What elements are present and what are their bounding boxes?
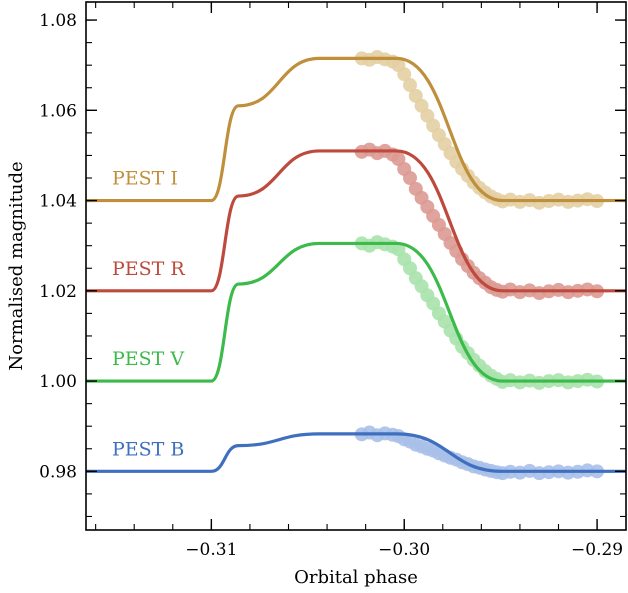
series-label: PEST I: [112, 168, 178, 190]
model-line: [85, 149, 626, 293]
plot-frame: [85, 1, 627, 531]
data-point: [403, 171, 417, 185]
x-tick-label: −0.31: [185, 540, 237, 560]
x-tick-label: −0.30: [378, 540, 430, 560]
y-axis-title: Normalised magnitude: [6, 161, 27, 370]
model-line: [86, 432, 626, 473]
series-label: PEST R: [112, 258, 185, 280]
y-tick-label: 0.98: [39, 462, 77, 482]
ticks-layer: [86, 2, 626, 530]
data-point: [397, 67, 412, 82]
model-line: [86, 241, 627, 383]
y-tick-label: 1.06: [39, 101, 77, 121]
y-tick-label: 1.04: [39, 192, 77, 212]
y-tick-label: 1.08: [39, 11, 77, 31]
marks-layer: [85, 50, 627, 481]
x-axis-title: Orbital phase: [294, 567, 418, 588]
series-3: [85, 142, 626, 301]
y-tick-label: 1.00: [39, 372, 77, 392]
model-line: [86, 56, 626, 203]
data-point: [403, 78, 417, 93]
y-tick-label: 1.02: [39, 282, 77, 302]
series-2: [86, 235, 627, 390]
x-tick-label: −0.29: [571, 540, 623, 560]
series-4: [86, 50, 626, 210]
series-label: PEST B: [112, 438, 184, 460]
series-label: PEST V: [112, 348, 184, 370]
labels-layer: PEST B PEST V PEST R PEST I −0.31 −0.30 −0.29 0…: [39, 11, 623, 560]
series-1: [86, 425, 626, 481]
